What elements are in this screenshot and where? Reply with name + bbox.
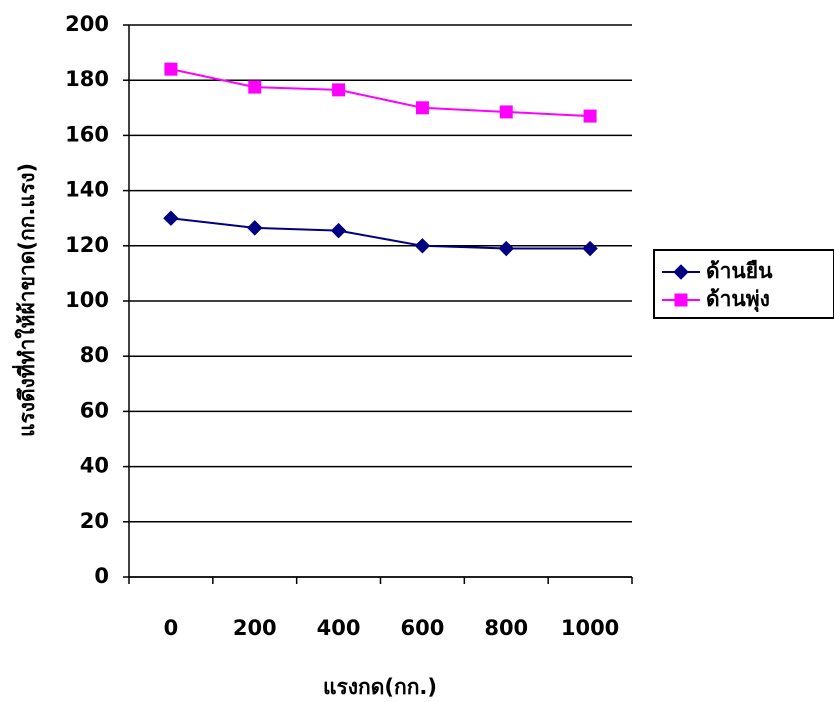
legend-label: ด้านยืน [706, 259, 773, 283]
x-tick-label: 400 [317, 616, 361, 640]
data-point [416, 102, 428, 114]
series-line [171, 218, 590, 248]
x-tick-label: 800 [484, 616, 528, 640]
data-point [332, 224, 346, 238]
data-point [333, 84, 345, 96]
y-tick-label: 120 [65, 233, 109, 257]
data-point [248, 221, 262, 235]
y-tick-label: 180 [65, 67, 109, 91]
data-point [499, 242, 513, 256]
y-tick-label: 200 [65, 12, 109, 36]
y-tick-label: 80 [80, 343, 109, 367]
legend-label: ด้านพุ่ง [706, 287, 770, 313]
y-tick-label: 40 [80, 454, 109, 478]
data-point [164, 211, 178, 225]
data-point [415, 239, 429, 253]
x-tick-label: 600 [400, 616, 444, 640]
data-point [584, 110, 596, 122]
data-point [165, 63, 177, 75]
x-tick-label: 200 [233, 616, 277, 640]
chart: แรงกด(กก.) แรงดึงที่ทำให้ผ้าขาด(กก.แรง) … [0, 0, 834, 702]
data-point [500, 106, 512, 118]
y-tick-label: 100 [65, 288, 109, 312]
y-tick-label: 0 [94, 564, 109, 588]
data-point [583, 242, 597, 256]
legend-marker [675, 294, 687, 306]
x-tick-label: 1000 [561, 616, 619, 640]
y-tick-label: 140 [65, 178, 109, 202]
series-line [171, 69, 590, 116]
y-axis-title: แรงดึงที่ทำให้ผ้าขาด(กก.แรง) [11, 163, 39, 437]
y-tick-label: 20 [80, 509, 109, 533]
x-axis-title: แรงกด(กก.) [323, 675, 437, 699]
data-point [249, 81, 261, 93]
x-tick-label: 0 [164, 616, 179, 640]
y-tick-label: 160 [65, 122, 109, 146]
y-tick-label: 60 [80, 398, 109, 422]
